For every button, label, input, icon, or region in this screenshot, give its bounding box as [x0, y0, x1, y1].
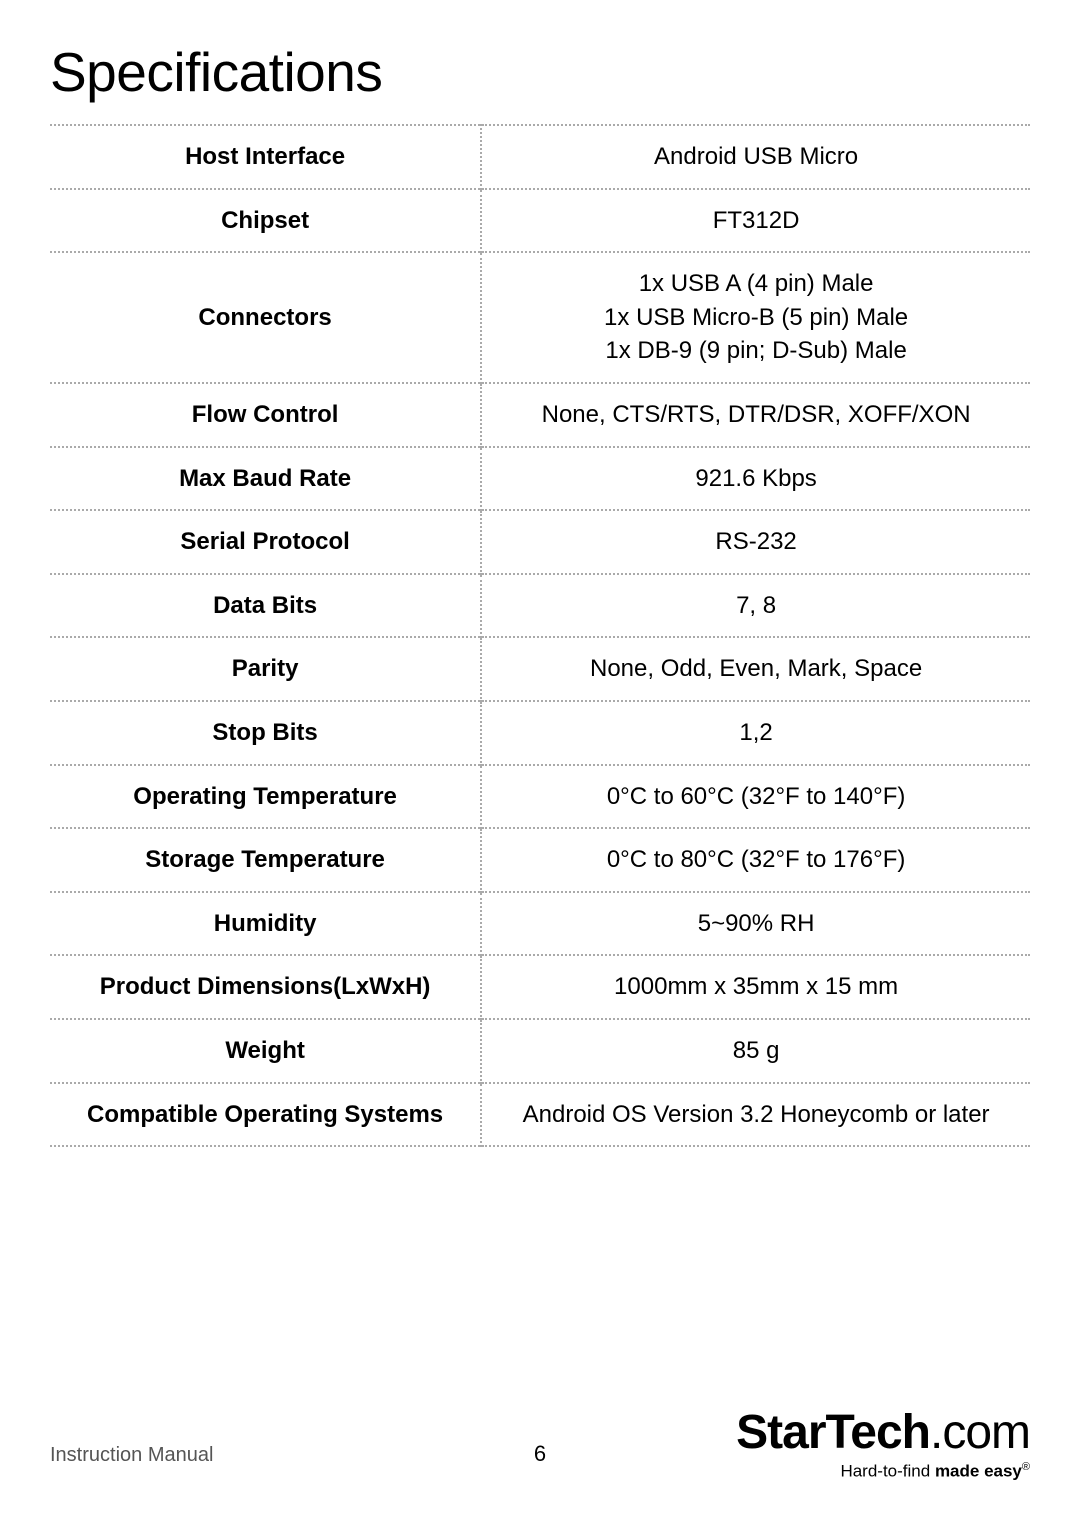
spec-label: Storage Temperature: [50, 828, 481, 892]
spec-label: Weight: [50, 1019, 481, 1083]
spec-value: 5~90% RH: [481, 892, 1030, 956]
table-row: ChipsetFT312D: [50, 189, 1030, 253]
table-row: Compatible Operating SystemsAndroid OS V…: [50, 1083, 1030, 1147]
brand-suffix: .com: [930, 1406, 1030, 1459]
spec-label: Chipset: [50, 189, 481, 253]
spec-label: Serial Protocol: [50, 510, 481, 574]
spec-value: 85 g: [481, 1019, 1030, 1083]
spec-label: Data Bits: [50, 574, 481, 638]
spec-label: Connectors: [50, 252, 481, 383]
spec-value: None, Odd, Even, Mark, Space: [481, 637, 1030, 701]
tagline-prefix: Hard-to-find: [840, 1462, 934, 1481]
spec-label: Humidity: [50, 892, 481, 956]
spec-label: Compatible Operating Systems: [50, 1083, 481, 1147]
spec-label: Flow Control: [50, 383, 481, 447]
spec-value: FT312D: [481, 189, 1030, 253]
table-row: Stop Bits1,2: [50, 701, 1030, 765]
tagline-registered: ®: [1022, 1461, 1030, 1473]
brand-block: StarTech.com Hard-to-find made easy®: [736, 1409, 1030, 1482]
table-row: Max Baud Rate921.6 Kbps: [50, 447, 1030, 511]
brand-logo: StarTech.com: [736, 1409, 1030, 1457]
spec-value: 1,2: [481, 701, 1030, 765]
footer-doc-title: Instruction Manual: [50, 1444, 213, 1467]
table-row: Humidity5~90% RH: [50, 892, 1030, 956]
spec-table-body: Host InterfaceAndroid USB Micro ChipsetF…: [50, 125, 1030, 1146]
spec-value: 1x USB A (4 pin) Male 1x USB Micro-B (5 …: [481, 252, 1030, 383]
spec-label: Parity: [50, 637, 481, 701]
spec-value: RS-232: [481, 510, 1030, 574]
spec-value: 7, 8: [481, 574, 1030, 638]
specifications-table: Host InterfaceAndroid USB Micro ChipsetF…: [50, 124, 1030, 1147]
table-row: Data Bits7, 8: [50, 574, 1030, 638]
page-number: 6: [534, 1441, 546, 1467]
spec-label: Product Dimensions(LxWxH): [50, 955, 481, 1019]
table-row: Weight85 g: [50, 1019, 1030, 1083]
spec-value: None, CTS/RTS, DTR/DSR, XOFF/XON: [481, 383, 1030, 447]
tagline-bold: made easy: [935, 1462, 1022, 1481]
table-row: Connectors1x USB A (4 pin) Male 1x USB M…: [50, 252, 1030, 383]
table-row: Storage Temperature0°C to 80°C (32°F to …: [50, 828, 1030, 892]
spec-value: 921.6 Kbps: [481, 447, 1030, 511]
spec-label: Host Interface: [50, 125, 481, 189]
spec-value: 0°C to 80°C (32°F to 176°F): [481, 828, 1030, 892]
spec-label: Max Baud Rate: [50, 447, 481, 511]
table-row: Serial ProtocolRS-232: [50, 510, 1030, 574]
brand-tagline: Hard-to-find made easy®: [736, 1461, 1030, 1482]
page-title: Specifications: [0, 0, 1080, 124]
table-row: Host InterfaceAndroid USB Micro: [50, 125, 1030, 189]
spec-value: 0°C to 60°C (32°F to 140°F): [481, 765, 1030, 829]
spec-label: Stop Bits: [50, 701, 481, 765]
table-row: ParityNone, Odd, Even, Mark, Space: [50, 637, 1030, 701]
table-row: Operating Temperature0°C to 60°C (32°F t…: [50, 765, 1030, 829]
spec-value: Android USB Micro: [481, 125, 1030, 189]
brand-main: StarTech: [736, 1406, 930, 1459]
table-row: Product Dimensions(LxWxH)1000mm x 35mm x…: [50, 955, 1030, 1019]
table-row: Flow ControlNone, CTS/RTS, DTR/DSR, XOFF…: [50, 383, 1030, 447]
spec-label: Operating Temperature: [50, 765, 481, 829]
spec-value: Android OS Version 3.2 Honeycomb or late…: [481, 1083, 1030, 1147]
spec-value: 1000mm x 35mm x 15 mm: [481, 955, 1030, 1019]
